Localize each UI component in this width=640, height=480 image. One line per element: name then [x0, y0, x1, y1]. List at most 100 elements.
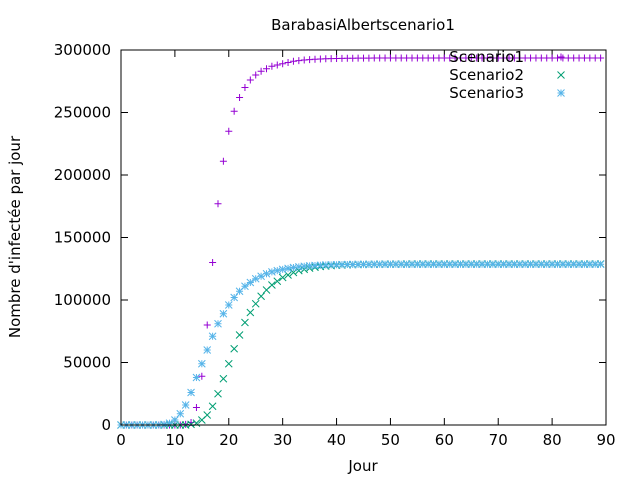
data-point [526, 260, 535, 269]
data-point [198, 372, 206, 380]
data-point [252, 71, 260, 79]
data-point [268, 268, 276, 276]
data-point [192, 373, 201, 382]
data-point [203, 321, 211, 329]
data-point [192, 404, 200, 411]
x-axis-label: Jour [347, 457, 378, 475]
data-point [209, 259, 217, 266]
y-axis-label: Nombre d'infectée par jour [6, 135, 24, 338]
data-point [219, 157, 227, 165]
data-point [279, 60, 287, 68]
data-point [445, 260, 454, 269]
legend-marker [557, 53, 565, 61]
data-point [214, 319, 222, 328]
data-point [553, 260, 562, 269]
x-tick-label: 0 [116, 431, 126, 449]
data-point [564, 260, 573, 269]
data-point [246, 76, 254, 84]
data-point [263, 65, 270, 73]
data-point [273, 266, 282, 275]
data-point [225, 127, 233, 135]
data-point [257, 292, 265, 301]
y-tick-label: 250000 [54, 104, 111, 122]
data-point [203, 411, 212, 419]
data-point [499, 260, 508, 269]
legend-label: Scenario1 [449, 48, 524, 66]
data-point [171, 416, 179, 424]
x-tick-label: 70 [489, 431, 508, 449]
data-point [251, 274, 260, 283]
data-point [235, 331, 244, 339]
data-point [273, 277, 282, 286]
data-point [537, 260, 546, 269]
data-point [246, 308, 255, 317]
data-point [472, 260, 481, 269]
data-point [230, 107, 238, 115]
data-point [241, 318, 249, 327]
x-tick-label: 60 [435, 431, 454, 449]
x-tick-label: 90 [596, 431, 615, 449]
data-point [408, 260, 416, 269]
x-axis-ticks: 0 10 20 30 40 50 60 70 80 90 [116, 50, 616, 449]
y-tick-label: 100000 [54, 291, 111, 309]
data-point [241, 282, 249, 291]
data-point [591, 260, 600, 269]
data-point [230, 344, 239, 353]
data-point [386, 260, 395, 269]
data-point [251, 299, 260, 308]
data-point [219, 374, 228, 383]
legend-label: Scenario2 [449, 66, 524, 84]
y-tick-label: 200000 [54, 166, 111, 184]
data-point [559, 260, 567, 269]
y-tick-label: 300000 [54, 41, 111, 59]
data-point [224, 301, 233, 309]
x-tick-label: 20 [219, 431, 238, 449]
data-point [187, 388, 195, 397]
data-point [532, 260, 540, 269]
data-point [456, 260, 465, 269]
data-point [515, 260, 524, 269]
x-tick-label: 10 [165, 431, 184, 449]
y-tick-label: 150000 [54, 229, 111, 247]
data-point [241, 84, 249, 91]
data-point [596, 260, 605, 269]
data-point [224, 359, 233, 368]
data-point [295, 57, 303, 65]
data-point [354, 260, 362, 269]
data-point [284, 59, 292, 66]
legend-marker [557, 89, 565, 97]
x-tick-label: 30 [273, 431, 292, 449]
data-point [246, 278, 255, 287]
data-point [494, 260, 503, 269]
x-tick-label: 50 [381, 431, 400, 449]
data-point [208, 332, 217, 341]
data-point [273, 61, 281, 69]
data-point [268, 62, 276, 70]
data-point [375, 260, 384, 269]
data-point [462, 260, 470, 269]
x-tick-label: 40 [327, 431, 346, 449]
data-point [381, 260, 389, 269]
y-tick-label: 0 [101, 416, 111, 434]
data-point [230, 293, 239, 302]
data-point [289, 57, 297, 65]
data-point [257, 67, 265, 75]
data-point [219, 309, 228, 318]
data-point [176, 409, 185, 418]
y-axis-ticks: 0 50000 100000 150000 200000 250000 300000 [54, 41, 606, 434]
data-point [585, 260, 594, 269]
x-tick-label: 80 [543, 431, 562, 449]
data-point [208, 402, 217, 411]
legend-marker [557, 71, 565, 79]
y-tick-label: 50000 [63, 354, 111, 372]
legend-label: Scenario3 [449, 84, 524, 102]
data-point [197, 359, 206, 368]
data-point [262, 269, 271, 278]
data-point [424, 260, 433, 269]
plot-frame [120, 49, 607, 426]
data-points [117, 54, 605, 429]
chart-title: BarabasiAlbertscenario1 [271, 16, 455, 34]
data-point [203, 346, 212, 354]
